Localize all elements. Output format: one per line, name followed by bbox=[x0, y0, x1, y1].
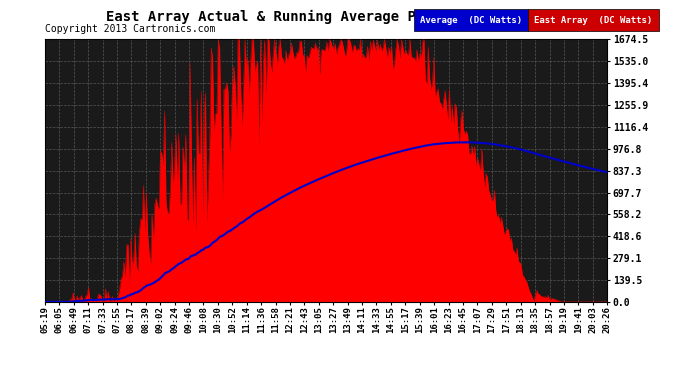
Text: Average  (DC Watts): Average (DC Watts) bbox=[420, 15, 522, 25]
Text: East Array  (DC Watts): East Array (DC Watts) bbox=[534, 15, 653, 25]
Text: Copyright 2013 Cartronics.com: Copyright 2013 Cartronics.com bbox=[45, 24, 215, 34]
Text: East Array Actual & Running Average Power Fri Jun 7 20:27: East Array Actual & Running Average Powe… bbox=[106, 9, 584, 24]
